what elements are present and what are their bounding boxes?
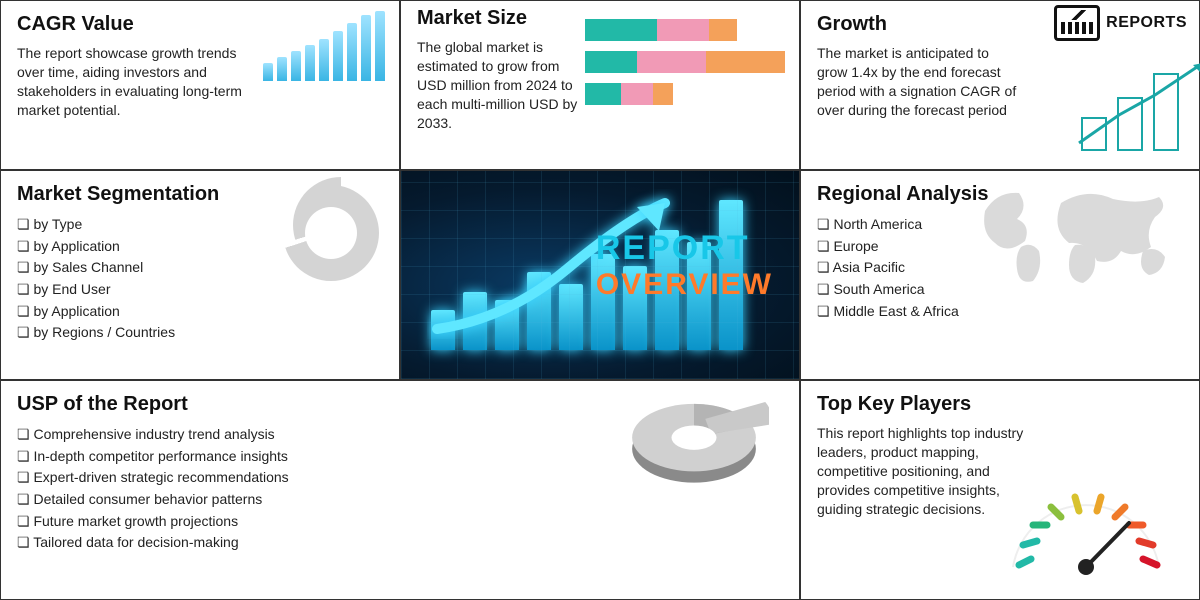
panel-cagr: CAGR Value The report showcase growth tr… — [0, 0, 400, 170]
bar-growth-icon — [263, 11, 385, 81]
list-item: by Application — [17, 301, 383, 323]
center-title: REPORT OVERVIEW — [596, 229, 773, 302]
infographic-grid: CAGR Value The report showcase growth tr… — [0, 0, 1200, 600]
stacked-bar-icon — [585, 19, 785, 105]
growth-body: The market is anticipated to grow 1.4x b… — [817, 44, 1022, 120]
list-item: Detailed consumer behavior patterns — [17, 489, 446, 511]
list-item: Expert-driven strategic recommendations — [17, 467, 446, 489]
step-growth-icon — [1081, 73, 1179, 151]
list-item: by End User — [17, 279, 383, 301]
list-item: Tailored data for decision-making — [17, 532, 446, 554]
brand-logo: REPORTS — [1054, 5, 1187, 41]
center-line1: REPORT — [596, 229, 773, 268]
panel-regional: Regional Analysis North AmericaEuropeAsi… — [800, 170, 1200, 380]
center-line2: OVERVIEW — [596, 268, 773, 302]
panel-usp: USP of the Report Comprehensive industry… — [0, 380, 800, 600]
world-map-icon — [975, 181, 1185, 291]
list-item: by Regions / Countries — [17, 322, 383, 344]
regional-title: Regional Analysis — [817, 183, 1000, 206]
cagr-body: The report showcase growth trends over t… — [17, 44, 244, 120]
pie-chart-icon — [283, 185, 379, 281]
gauge-icon — [1001, 475, 1171, 575]
list-item: Middle East & Africa — [817, 301, 1183, 323]
panel-growth: REPORTS Growth The market is anticipated… — [800, 0, 1200, 170]
list-item: In-depth competitor performance insights — [17, 446, 446, 468]
list-item: Comprehensive industry trend analysis — [17, 424, 446, 446]
panel-market-size: Market Size The global market is estimat… — [400, 0, 800, 170]
panel-center-overview: REPORT OVERVIEW — [400, 170, 800, 380]
logo-text: REPORTS — [1106, 14, 1187, 31]
market-size-body: The global market is estimated to grow f… — [417, 38, 578, 132]
players-title: Top Key Players — [817, 393, 1183, 416]
logo-mark-icon — [1054, 5, 1100, 41]
panel-players: Top Key Players This report highlights t… — [800, 380, 1200, 600]
pie-3d-icon — [619, 387, 769, 509]
usp-list: Comprehensive industry trend analysisIn-… — [17, 424, 446, 554]
list-item: Future market growth projections — [17, 511, 446, 533]
panel-segmentation: Market Segmentation by Typeby Applicatio… — [0, 170, 400, 380]
